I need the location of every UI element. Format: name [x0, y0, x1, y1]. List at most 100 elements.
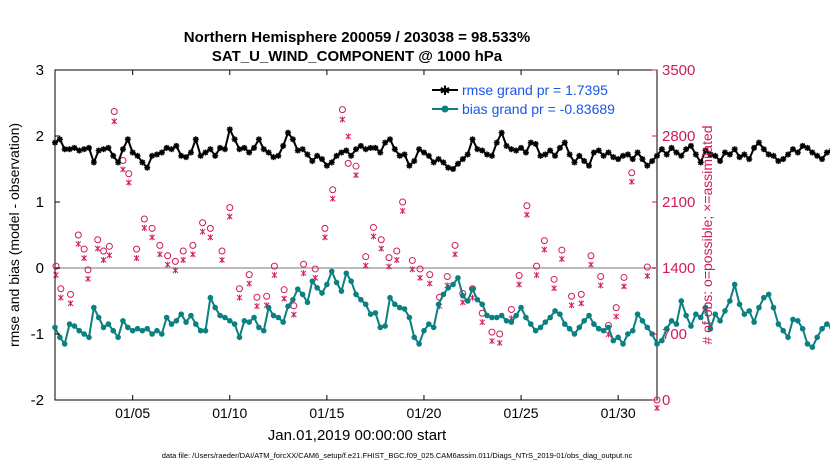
bias-point — [294, 286, 301, 292]
rmse-point — [328, 159, 335, 166]
possible-obs-marker — [612, 304, 620, 312]
rmse-point — [420, 149, 427, 156]
series-layer — [52, 126, 830, 351]
rmse-point — [663, 151, 670, 158]
bias-point — [222, 314, 228, 321]
rmse-point — [819, 156, 826, 163]
bias-point — [770, 304, 777, 311]
possible-obs-marker — [352, 162, 360, 170]
bias-point — [595, 325, 602, 332]
bias-point — [57, 334, 63, 341]
assimilated-obs-marker — [300, 270, 307, 277]
bias-point — [246, 319, 252, 325]
bias-point — [513, 312, 520, 319]
bias-point — [100, 324, 107, 331]
assimilated-obs-marker — [578, 300, 585, 307]
rmse-point — [445, 164, 452, 171]
bias-point — [639, 318, 646, 324]
rmse-point — [192, 136, 199, 143]
bias-point — [474, 296, 481, 303]
bias-point — [746, 308, 753, 314]
rmse-point — [416, 146, 423, 153]
bias-point — [207, 294, 214, 301]
bias-point — [445, 285, 452, 291]
bias-point — [508, 319, 515, 325]
assimilated-obs-marker — [226, 213, 233, 220]
assimilated-obs-marker — [67, 300, 74, 307]
possible-obs-marker — [507, 305, 515, 313]
assimilated-obs-marker — [524, 211, 530, 218]
possible-obs-marker — [329, 186, 337, 194]
assimilated-obs-marker — [568, 302, 575, 309]
bias-point — [348, 278, 354, 285]
bias-point — [387, 294, 393, 301]
bias-point — [401, 306, 408, 312]
rmse-point — [144, 164, 151, 171]
possible-obs-marker — [253, 293, 261, 301]
rmse-point — [634, 149, 641, 156]
possible-obs-marker — [408, 256, 416, 264]
rmse-point — [576, 152, 583, 159]
possible-obs-marker — [597, 272, 605, 280]
assimilated-obs-marker — [409, 266, 416, 273]
bias-point — [576, 324, 583, 331]
rmse-point — [459, 156, 466, 163]
bias-point — [761, 294, 767, 301]
bias-point — [81, 331, 87, 337]
assimilated-obs-marker — [479, 319, 486, 326]
assimilated-obs-marker — [353, 172, 359, 179]
possible-obs-marker — [156, 241, 164, 249]
assimilated-obs-marker — [207, 234, 214, 241]
y-tick-label: -2 — [31, 392, 44, 409]
assimilated-obs-marker — [386, 263, 392, 270]
bias-point — [717, 318, 723, 324]
y-right-tick-label: 1400 — [662, 260, 695, 277]
rmse-point — [158, 149, 165, 156]
bias-point — [775, 321, 782, 327]
bias-point — [328, 268, 335, 275]
assimilated-obs-marker — [190, 251, 196, 258]
possible-obs-marker — [148, 224, 156, 232]
bias-point — [353, 291, 359, 298]
possible-obs-marker — [270, 262, 278, 270]
bias-point — [260, 327, 267, 334]
footnote: data file: /Users/raeder/DAI/ATM_forcXX/… — [162, 451, 633, 460]
possible-obs-marker — [125, 170, 133, 178]
rmse-point — [323, 162, 330, 169]
rmse-point — [362, 146, 369, 153]
rmse-point — [484, 151, 491, 158]
assimilated-obs-marker — [164, 261, 171, 268]
rmse-point — [115, 159, 122, 166]
x-axis: 01/05 01/10 01/15 01/20 01/25 01/30 — [115, 405, 636, 421]
bias-point — [610, 337, 617, 344]
rmse-point — [770, 152, 777, 159]
rmse-point — [95, 147, 102, 154]
rmse-point — [697, 159, 704, 166]
bias-point — [76, 327, 83, 334]
rmse-point — [391, 146, 398, 153]
assimilated-obs-marker — [516, 281, 522, 288]
possible-obs-marker — [218, 247, 226, 255]
bias-point — [392, 301, 398, 308]
bias-point — [251, 314, 257, 321]
assimilated-obs-marker — [339, 116, 346, 123]
rmse-point — [624, 151, 631, 158]
assimilated-obs-marker — [597, 282, 604, 289]
y-tick-label: 2 — [36, 128, 44, 145]
rmse-point — [474, 146, 481, 153]
rmse-point — [527, 139, 534, 146]
rmse-point — [673, 149, 680, 156]
bias-point — [110, 327, 117, 334]
bias-point — [144, 325, 151, 332]
possible-obs-marker — [568, 292, 576, 300]
bias-point — [168, 321, 175, 327]
possible-obs-marker — [171, 257, 179, 265]
bias-point — [71, 323, 78, 329]
possible-obs-marker — [245, 271, 253, 279]
y-tick-label: 0 — [36, 260, 44, 277]
assimilated-obs-marker — [621, 283, 627, 290]
rmse-point — [440, 159, 447, 166]
assimilated-obs-marker — [588, 261, 594, 268]
bias-point — [673, 321, 680, 327]
